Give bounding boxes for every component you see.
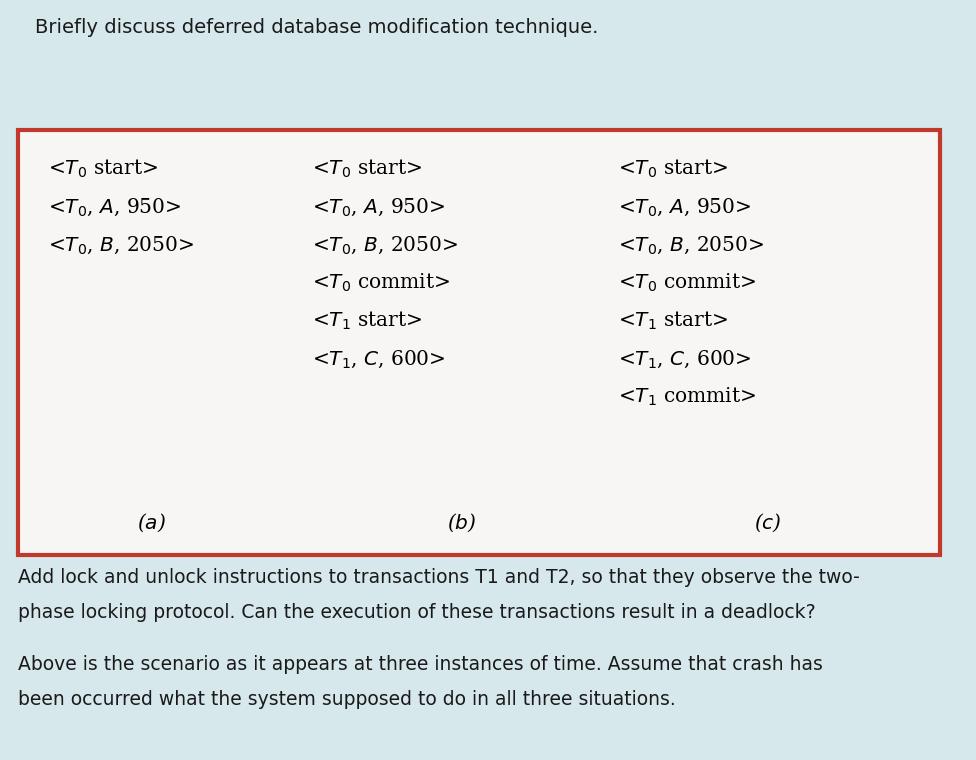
Text: been occurred what the system supposed to do in all three situations.: been occurred what the system supposed t… <box>18 690 675 709</box>
Text: <$T_0$, $A$, 950>: <$T_0$, $A$, 950> <box>48 196 182 217</box>
Text: <$T_0$ commit>: <$T_0$ commit> <box>618 272 755 294</box>
Text: Briefly discuss deferred database modification technique.: Briefly discuss deferred database modifi… <box>35 18 598 37</box>
Text: <$T_1$ commit>: <$T_1$ commit> <box>618 386 755 408</box>
Text: <$T_1$, $C$, 600>: <$T_1$, $C$, 600> <box>618 348 752 369</box>
Text: <$T_0$, $B$, 2050>: <$T_0$, $B$, 2050> <box>618 234 764 255</box>
Text: <$T_0$, $B$, 2050>: <$T_0$, $B$, 2050> <box>48 234 194 255</box>
Text: <$T_1$ start>: <$T_1$ start> <box>618 310 728 332</box>
Text: <$T_1$ start>: <$T_1$ start> <box>312 310 422 332</box>
Text: ($c$): ($c$) <box>754 512 782 534</box>
Text: <$T_1$, $C$, 600>: <$T_1$, $C$, 600> <box>312 348 445 369</box>
Text: <$T_0$ start>: <$T_0$ start> <box>312 158 422 180</box>
Text: <$T_0$, $A$, 950>: <$T_0$, $A$, 950> <box>312 196 445 217</box>
Text: Above is the scenario as it appears at three instances of time. Assume that cras: Above is the scenario as it appears at t… <box>18 655 823 674</box>
Text: <$T_0$ commit>: <$T_0$ commit> <box>312 272 450 294</box>
Text: <$T_0$, $B$, 2050>: <$T_0$, $B$, 2050> <box>312 234 458 255</box>
Text: <$T_0$ start>: <$T_0$ start> <box>618 158 728 180</box>
Text: <$T_0$ start>: <$T_0$ start> <box>48 158 158 180</box>
Text: ($a$): ($a$) <box>138 512 167 534</box>
FancyBboxPatch shape <box>18 130 940 555</box>
Text: phase locking protocol. Can the execution of these transactions result in a dead: phase locking protocol. Can the executio… <box>18 603 816 622</box>
Text: <$T_0$, $A$, 950>: <$T_0$, $A$, 950> <box>618 196 752 217</box>
Text: ($b$): ($b$) <box>447 512 477 534</box>
Text: Add lock and unlock instructions to transactions T1 and T2, so that they observe: Add lock and unlock instructions to tran… <box>18 568 860 587</box>
